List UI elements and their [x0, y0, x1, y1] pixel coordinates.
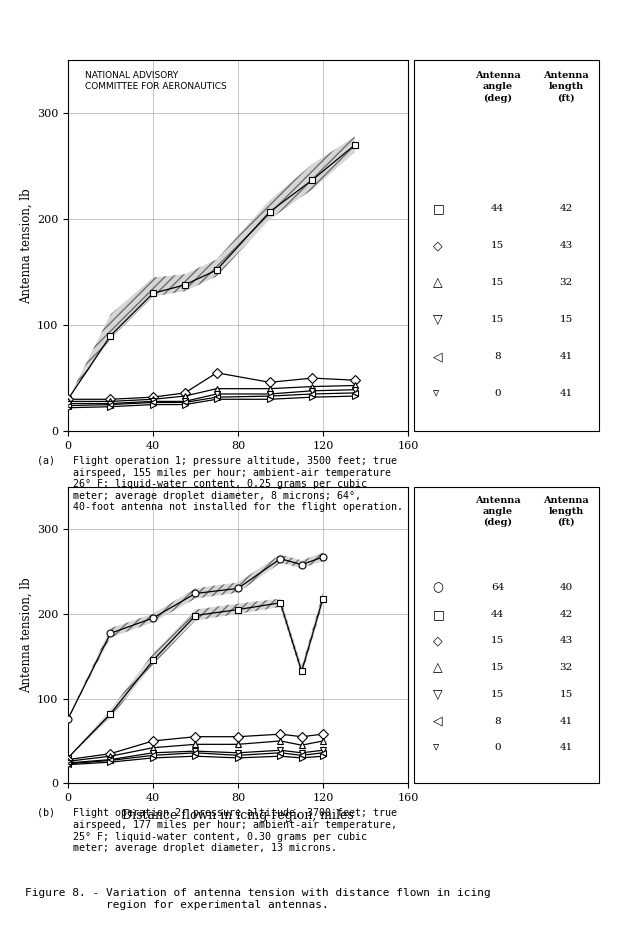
Text: NATIONAL ADVISORY
COMMITTEE FOR AERONAUTICS: NATIONAL ADVISORY COMMITTEE FOR AERONAUT… — [85, 71, 227, 91]
Text: Antenna
length
(ft): Antenna length (ft) — [543, 496, 589, 527]
Text: 41: 41 — [559, 717, 573, 726]
Text: 0: 0 — [494, 743, 501, 752]
Text: 15: 15 — [491, 690, 504, 699]
Text: 43: 43 — [559, 637, 573, 645]
Text: ▿: ▿ — [433, 742, 439, 755]
Text: □: □ — [433, 608, 444, 621]
X-axis label: Distance flown in icing region, miles: Distance flown in icing region, miles — [122, 808, 353, 821]
Text: Antenna
angle
(deg): Antenna angle (deg) — [475, 496, 520, 527]
Text: ○: ○ — [433, 581, 444, 594]
Text: ◁: ◁ — [433, 715, 442, 728]
Text: 40: 40 — [559, 583, 573, 592]
Text: 15: 15 — [559, 690, 573, 699]
Text: △: △ — [433, 276, 442, 289]
Text: (b)   Flight operation 2; pressure altitude, 3700 feet; true
      airspeed, 177: (b) Flight operation 2; pressure altitud… — [37, 808, 397, 853]
Text: 42: 42 — [559, 204, 573, 213]
Text: ◇: ◇ — [433, 239, 442, 252]
Text: 15: 15 — [491, 278, 504, 287]
Text: 32: 32 — [559, 663, 573, 672]
Text: Figure 8. - Variation of antenna tension with distance flown in icing
          : Figure 8. - Variation of antenna tension… — [25, 888, 491, 909]
Text: 64: 64 — [491, 583, 504, 592]
Text: 41: 41 — [559, 389, 573, 399]
Text: 44: 44 — [491, 204, 504, 213]
Text: ▽: ▽ — [433, 688, 442, 701]
Text: 15: 15 — [491, 315, 504, 324]
Text: 15: 15 — [491, 663, 504, 672]
Text: 41: 41 — [559, 743, 573, 752]
Text: 32: 32 — [559, 278, 573, 287]
Text: 41: 41 — [559, 352, 573, 362]
Y-axis label: Antenna tension, lb: Antenna tension, lb — [20, 188, 33, 303]
Text: □: □ — [433, 202, 444, 215]
Text: Antenna
length
(ft): Antenna length (ft) — [543, 71, 589, 103]
Text: 15: 15 — [491, 241, 504, 250]
Text: ◁: ◁ — [433, 350, 442, 363]
Y-axis label: Antenna tension, lb: Antenna tension, lb — [20, 578, 33, 692]
Text: ▿: ▿ — [433, 387, 439, 400]
Text: 43: 43 — [559, 241, 573, 250]
Text: 15: 15 — [559, 315, 573, 324]
Text: 15: 15 — [491, 637, 504, 645]
Text: 0: 0 — [494, 389, 501, 399]
Text: ◇: ◇ — [433, 634, 442, 647]
Text: △: △ — [433, 661, 442, 674]
Text: 44: 44 — [491, 610, 504, 618]
Text: ▽: ▽ — [433, 313, 442, 326]
Text: 42: 42 — [559, 610, 573, 618]
Text: (a)   Flight operation 1; pressure altitude, 3500 feet; true
      airspeed, 155: (a) Flight operation 1; pressure altitud… — [37, 456, 403, 513]
Text: 8: 8 — [494, 352, 501, 362]
Text: Antenna
angle
(deg): Antenna angle (deg) — [475, 71, 520, 103]
Text: 8: 8 — [494, 717, 501, 726]
